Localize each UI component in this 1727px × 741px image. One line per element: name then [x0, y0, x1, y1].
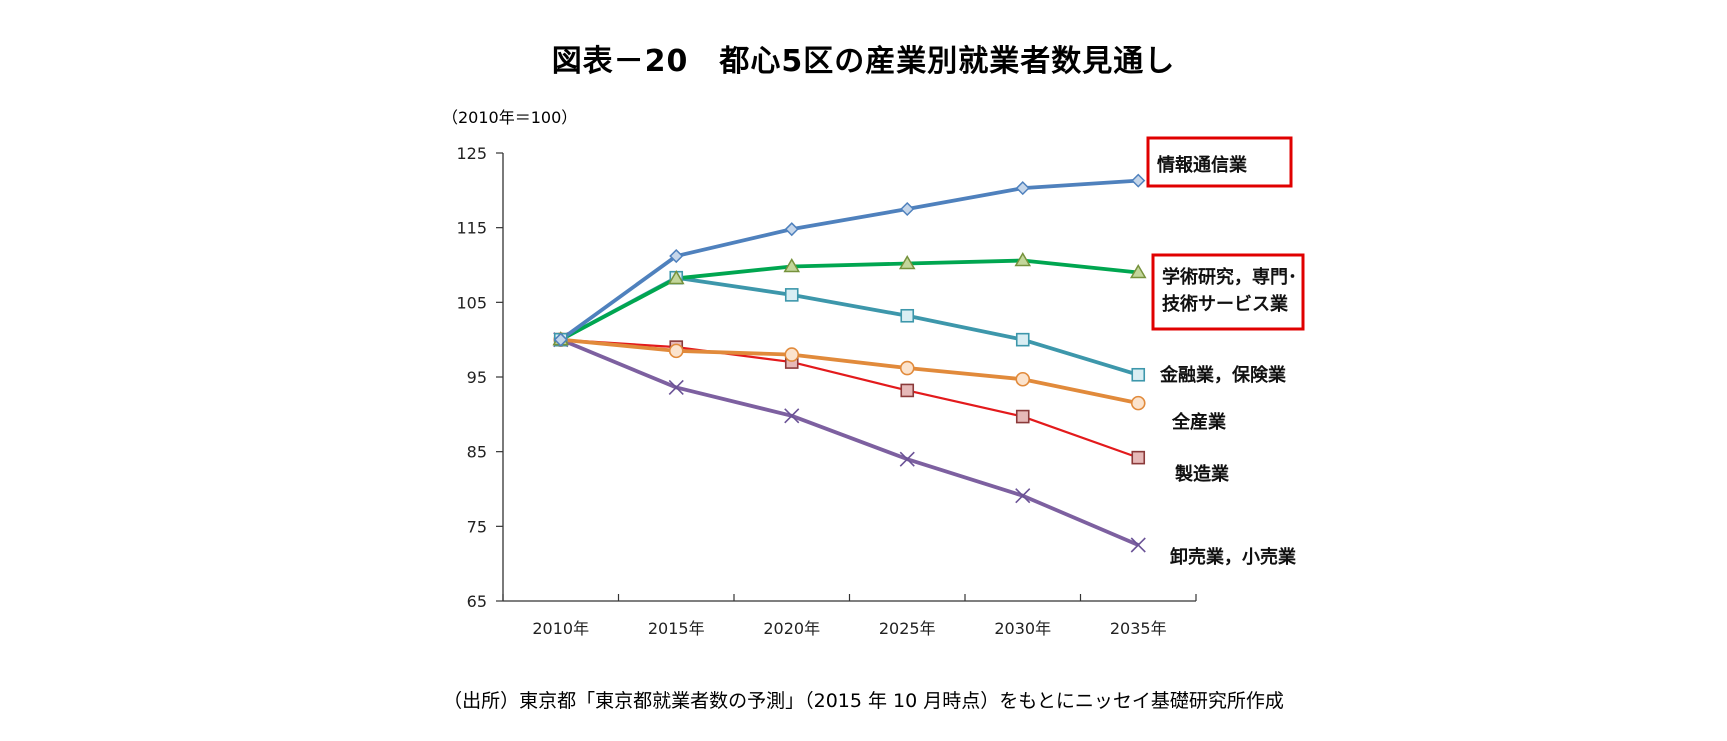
data-point — [668, 343, 684, 359]
data-point — [1014, 252, 1032, 267]
axes: 65 75 85 95 105 115 125 2010年 2015年 2020年 2025年 203… — [456, 144, 1197, 638]
highlight-box — [1151, 253, 1305, 331]
data-point — [899, 451, 915, 467]
x-tick-label: 2015年 — [648, 619, 705, 638]
data-point — [1015, 332, 1030, 347]
data-point — [1015, 488, 1031, 504]
data-point — [553, 332, 568, 347]
highlight-box — [1146, 136, 1293, 188]
data-point — [1015, 409, 1030, 424]
data-point — [784, 222, 799, 237]
y-tick-label: 105 — [456, 293, 487, 312]
data-point — [1129, 263, 1147, 279]
data-point — [783, 258, 801, 273]
data-point — [899, 360, 915, 376]
y-axis-unit-label: （2010年＝100） — [442, 108, 578, 127]
series-line — [559, 178, 1139, 342]
data-point — [784, 288, 799, 302]
y-tick-label: 75 — [467, 517, 487, 536]
data-point-stroke — [784, 408, 800, 424]
data-point-stroke — [668, 379, 684, 396]
x-tick-label: 2025年 — [879, 619, 936, 638]
data-point — [784, 347, 800, 362]
y-tick-label: 125 — [456, 144, 487, 163]
series-line — [560, 338, 1139, 459]
data-point — [784, 408, 800, 424]
series-markers — [552, 173, 1147, 553]
series-line — [560, 337, 1139, 405]
data-point — [1130, 395, 1146, 411]
series-label: 情報通信業 — [1157, 154, 1248, 176]
series-label: 製造業 — [1174, 463, 1230, 485]
data-point — [1130, 537, 1146, 553]
series-label: 学術研究，専門･ — [1162, 266, 1297, 288]
data-point — [1015, 371, 1031, 387]
data-point-stroke — [1130, 537, 1146, 553]
data-point — [898, 255, 916, 270]
data-point-stroke — [899, 451, 915, 467]
y-tick-label: 85 — [467, 443, 487, 462]
data-point-stroke — [1015, 488, 1031, 504]
series-label: 全産業 — [1171, 411, 1227, 433]
data-point — [900, 308, 915, 323]
data-point — [668, 379, 684, 396]
chart-title: 図表－20 都心5区の産業別就業者数見通し — [551, 44, 1176, 79]
data-point — [667, 269, 685, 285]
series-lines — [559, 178, 1139, 547]
y-tick-label: 95 — [467, 368, 487, 387]
series-label: 技術サービス業 — [1162, 293, 1289, 315]
y-tick-label: 115 — [456, 219, 487, 238]
series-line — [559, 258, 1139, 342]
x-tick-label: 2010年 — [532, 619, 589, 638]
x-tick-label: 2035年 — [1110, 619, 1167, 638]
x-tick-label: 2020年 — [763, 619, 820, 638]
series-label: 卸売業，小売業 — [1170, 546, 1297, 568]
data-point — [900, 201, 915, 217]
data-point — [1015, 181, 1030, 196]
data-point — [1131, 367, 1146, 382]
data-point — [900, 383, 915, 398]
source-note: （出所）東京都「東京都就業者数の予測」（2015 年 10 月時点）をもとにニッ… — [443, 690, 1284, 712]
data-point — [1131, 450, 1146, 465]
series-label: 金融業，保険業 — [1159, 364, 1287, 386]
x-tick-label: 2030年 — [994, 619, 1051, 638]
data-point — [1131, 173, 1146, 188]
data-point — [669, 248, 684, 264]
y-tick-label: 65 — [467, 592, 487, 611]
series-line — [560, 337, 1139, 547]
